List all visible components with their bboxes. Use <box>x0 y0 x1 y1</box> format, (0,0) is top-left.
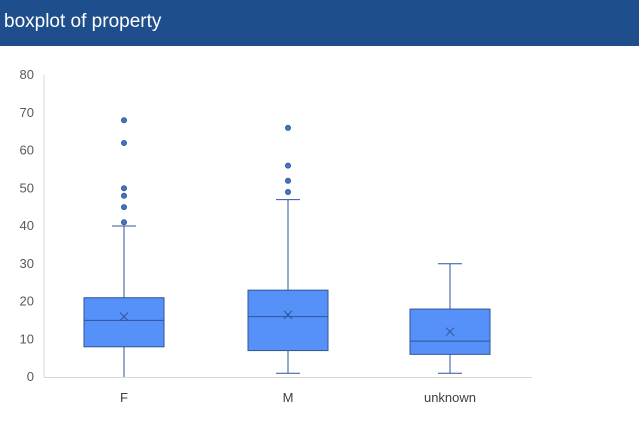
y-tick-label: 40 <box>20 218 34 233</box>
mean-marker <box>445 327 455 337</box>
y-tick-label: 80 <box>20 67 34 82</box>
iqr-box <box>247 289 329 352</box>
y-tick-label: 10 <box>20 331 34 346</box>
y-tick-label: 60 <box>20 143 34 158</box>
outlier-point <box>121 192 128 199</box>
y-tick-label: 50 <box>20 180 34 195</box>
outlier-point <box>121 117 128 124</box>
mean-marker <box>119 312 129 321</box>
outlier-point <box>121 185 128 192</box>
y-tick-label: 70 <box>20 105 34 120</box>
outlier-point <box>284 162 291 169</box>
y-tick-label: 20 <box>20 294 34 309</box>
x-tick-label: F <box>120 390 128 405</box>
x-tick-label: M <box>283 390 294 405</box>
chart-title: boxplot of property <box>4 11 162 32</box>
title-bar: boxplot of property <box>0 0 639 46</box>
outlier-point <box>284 189 291 196</box>
outlier-point <box>284 124 291 131</box>
outlier-point <box>121 219 128 226</box>
mean-marker <box>283 310 293 320</box>
outlier-point <box>121 204 128 211</box>
y-tick-label: 0 <box>27 369 34 384</box>
x-tick-label: unknown <box>424 390 476 405</box>
outlier-point <box>284 177 291 184</box>
outlier-point <box>121 139 128 146</box>
iqr-box <box>83 297 165 348</box>
y-tick-label: 30 <box>20 256 34 271</box>
